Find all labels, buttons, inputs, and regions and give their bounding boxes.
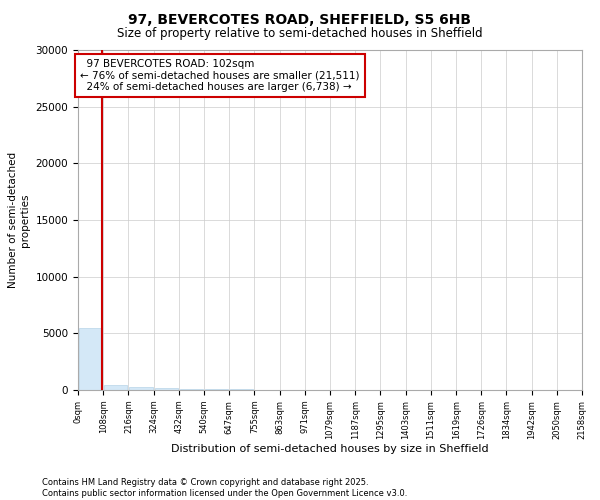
Bar bbox=[104, 386, 127, 390]
Bar bbox=[155, 388, 178, 390]
Bar bbox=[205, 389, 229, 390]
X-axis label: Distribution of semi-detached houses by size in Sheffield: Distribution of semi-detached houses by … bbox=[171, 444, 489, 454]
Bar bbox=[180, 389, 203, 390]
Text: Contains HM Land Registry data © Crown copyright and database right 2025.
Contai: Contains HM Land Registry data © Crown c… bbox=[42, 478, 407, 498]
Bar bbox=[79, 328, 102, 390]
Y-axis label: Number of semi-detached
properties: Number of semi-detached properties bbox=[8, 152, 30, 288]
Text: 97, BEVERCOTES ROAD, SHEFFIELD, S5 6HB: 97, BEVERCOTES ROAD, SHEFFIELD, S5 6HB bbox=[128, 12, 472, 26]
Bar bbox=[130, 387, 152, 390]
Text: Size of property relative to semi-detached houses in Sheffield: Size of property relative to semi-detach… bbox=[117, 28, 483, 40]
Text: 97 BEVERCOTES ROAD: 102sqm
← 76% of semi-detached houses are smaller (21,511)
  : 97 BEVERCOTES ROAD: 102sqm ← 76% of semi… bbox=[80, 59, 360, 92]
